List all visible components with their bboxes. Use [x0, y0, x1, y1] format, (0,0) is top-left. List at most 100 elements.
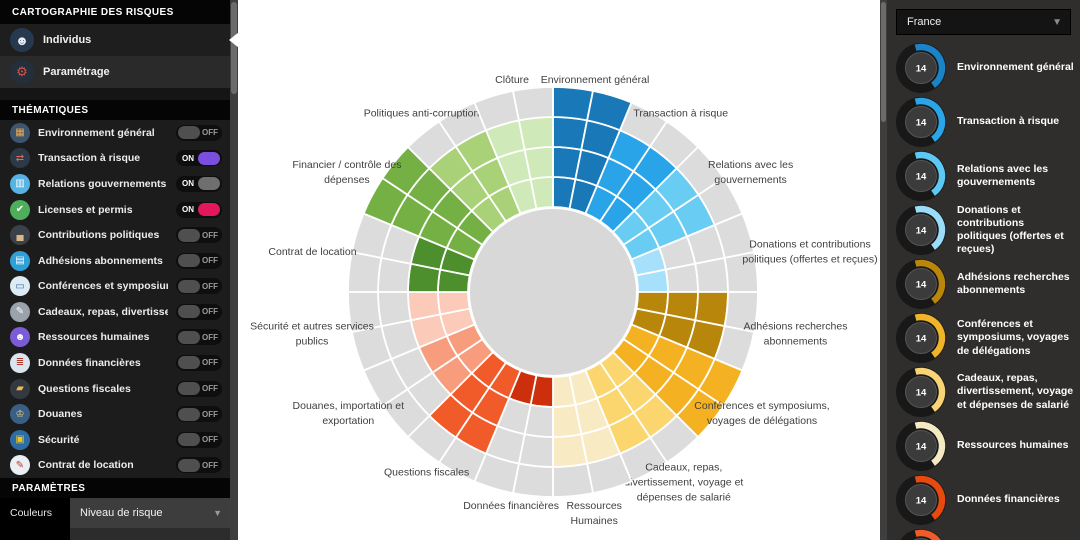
wheel-label: Politiques anti-corruption: [364, 108, 480, 120]
country-dropdown[interactable]: France ▼: [896, 9, 1071, 35]
wheel-sector-15[interactable]: [406, 101, 522, 234]
gauge-arc: [914, 97, 946, 142]
chart-document-icon: ≣: [10, 352, 30, 373]
gauge-label: Transaction à risque: [957, 115, 1060, 128]
wheel-label: Sécurité et autres services: [250, 321, 374, 333]
theme-toggle[interactable]: OFF: [176, 457, 222, 474]
wheel-label: dépenses: [324, 174, 370, 186]
risk-gauge: 14: [896, 367, 946, 417]
gauge-arc: [914, 43, 946, 88]
wheel-label: Transaction à risque: [633, 108, 728, 120]
theme-toggle[interactable]: ON: [176, 175, 222, 192]
theme-toggle[interactable]: OFF: [176, 329, 222, 346]
gauge-label: Données financières: [957, 493, 1060, 506]
wheel-sector-8[interactable]: [552, 369, 633, 498]
theme-label: Données financières: [38, 356, 141, 369]
theme-row[interactable]: ▥ Relations gouvernements ON: [0, 171, 230, 197]
risk-level-value: Niveau de risque: [80, 507, 163, 519]
right-panel: France ▼ 14 Environnement général 14 Transa…: [887, 0, 1080, 540]
theme-toggle[interactable]: OFF: [176, 431, 222, 448]
gauge-label: Environnement général: [957, 61, 1074, 74]
risk-level-dropdown[interactable]: Niveau de risque ▼: [70, 498, 230, 528]
wheel-sector-6[interactable]: [611, 323, 744, 439]
theme-toggle[interactable]: OFF: [176, 278, 222, 295]
risk-wheel-chart: Environnement général Transaction à risqu…: [250, 74, 877, 527]
gauge-label: Adhésions recherches abonnements: [957, 270, 1070, 296]
theme-row[interactable]: ▤ Adhésions abonnements OFF: [0, 248, 230, 274]
theme-toggle[interactable]: OFF: [176, 380, 222, 397]
right-scrollbar[interactable]: [880, 0, 887, 540]
wheel-label: Financier / contrôle des: [292, 159, 401, 171]
risk-wheel-area: Environnement général Transaction à risqu…: [238, 0, 880, 540]
wheel-label: Données financières: [463, 500, 559, 512]
theme-label: Contributions politiques: [38, 229, 160, 242]
risk-gauge-row[interactable]: 14 Cadeaux, repas, divertissement, voyage…: [887, 365, 1080, 419]
theme-row[interactable]: ♔ Douanes OFF: [0, 401, 230, 427]
theme-row[interactable]: ▣ Sécurité OFF: [0, 427, 230, 453]
nav-label: Paramétrage: [43, 66, 110, 78]
theme-row[interactable]: ▦ Environnement général OFF: [0, 120, 230, 146]
theme-toggle[interactable]: OFF: [176, 406, 222, 423]
risk-gauge-row[interactable]: 14 Donations et contributions politiques …: [887, 203, 1080, 257]
risk-gauge: 14: [896, 259, 946, 309]
gauge-value: 14: [916, 388, 927, 399]
theme-label: Questions fiscales: [38, 382, 131, 395]
risk-gauge-row[interactable]: 14 Transaction à risque: [887, 95, 1080, 149]
risk-gauge-row[interactable]: 14 Environnement général: [887, 41, 1080, 95]
wheel-sector-9[interactable]: [473, 369, 554, 498]
theme-row[interactable]: ✎ Contrat de location OFF: [0, 453, 230, 479]
colors-setting-row: Couleurs Niveau de risque ▼: [0, 498, 230, 528]
theme-row[interactable]: ✎ Cadeaux, repas, divertissement OFF: [0, 299, 230, 325]
theme-toggle[interactable]: OFF: [176, 252, 222, 269]
lock-icon: ▣: [10, 429, 30, 450]
left-scrollbar[interactable]: [230, 0, 238, 540]
theme-label: Transaction à risque: [38, 152, 141, 165]
chevron-down-icon: ▼: [213, 508, 222, 518]
risk-gauge-row[interactable]: 14 Relations avec les gouvernements: [887, 149, 1080, 203]
settings-icon: ⚙: [10, 60, 34, 84]
risk-gauge-row[interactable]: 14 Adhésions recherches abonnements: [887, 257, 1080, 311]
risk-gauge-row[interactable]: 14 Ressources humaines: [887, 419, 1080, 473]
bank-icon: ▥: [10, 173, 30, 194]
wheel-sector-10[interactable]: [406, 350, 522, 483]
wheel-sector-3[interactable]: [611, 145, 744, 261]
theme-row[interactable]: ⇄ Transaction à risque ON: [0, 146, 230, 172]
folder-icon: ▰: [10, 378, 30, 399]
gauge-arc: [914, 205, 946, 250]
risk-gauge-row[interactable]: 14 Données financières: [887, 473, 1080, 527]
risk-gauge-row[interactable]: 14 Conférences et symposiums, voyages de …: [887, 311, 1080, 365]
theme-toggle[interactable]: ON: [176, 201, 222, 218]
section-header-thematiques: THÉMATIQUES: [0, 100, 230, 120]
sidebar-item-individus[interactable]: ☻ Individus: [0, 24, 239, 56]
wheel-sector-1[interactable]: [552, 86, 633, 215]
theme-row[interactable]: ▭ Conférences et symposiums OFF: [0, 273, 230, 299]
sidebar-item-parametrage[interactable]: ⚙ Paramétrage: [0, 56, 230, 88]
risk-gauge-list: 14 Environnement général 14 Transaction à r…: [887, 41, 1080, 540]
theme-toggle[interactable]: OFF: [176, 124, 222, 141]
wheel-sector-7[interactable]: [584, 350, 700, 483]
wheel-sector-12[interactable]: [347, 291, 476, 372]
theme-toggle[interactable]: OFF: [176, 227, 222, 244]
theme-toggle[interactable]: OFF: [176, 303, 222, 320]
theme-label: Sécurité: [38, 433, 80, 446]
theme-row[interactable]: ▄ Contributions politiques OFF: [0, 222, 230, 248]
theme-row[interactable]: ≣ Données financières OFF: [0, 350, 230, 376]
theme-row[interactable]: ☻ Ressources humaines OFF: [0, 325, 230, 351]
wheel-sector-14[interactable]: [362, 145, 495, 261]
theme-row[interactable]: ▰ Questions fiscales OFF: [0, 376, 230, 402]
themes-list: ▦ Environnement général OFF ⇄ Transaction à …: [0, 120, 230, 478]
person-icon: ☻: [10, 327, 30, 348]
wheel-sector-5[interactable]: [630, 291, 759, 372]
risk-gauge-row[interactable]: 14Questions fiscales: [887, 527, 1080, 540]
theme-toggle[interactable]: OFF: [176, 354, 222, 371]
people-icon: ☻: [10, 28, 34, 52]
wheel-sector-16[interactable]: [473, 86, 554, 215]
theme-label: Licenses et permis: [38, 203, 133, 216]
risk-gauge: 14: [896, 475, 946, 525]
wheel-sector-4[interactable]: [630, 212, 759, 293]
theme-toggle[interactable]: ON: [176, 150, 222, 167]
theme-row[interactable]: ✔ Licenses et permis ON: [0, 197, 230, 223]
presentation-icon: ▭: [10, 276, 30, 297]
wheel-sector-13[interactable]: [347, 212, 476, 293]
